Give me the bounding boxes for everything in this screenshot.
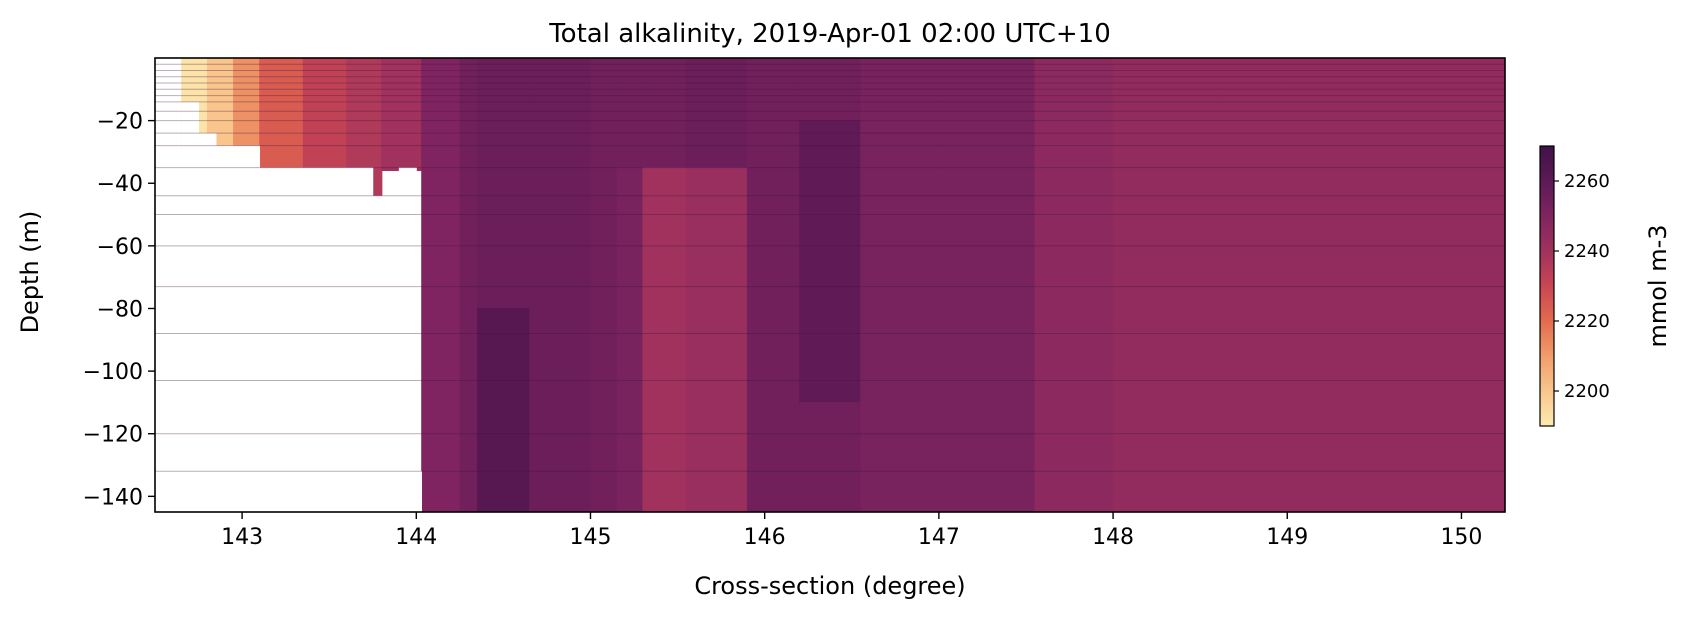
y-tick-label: −60 [97,235,143,260]
seafloor-mask [181,101,200,512]
seafloor-mask [398,167,417,512]
colorbar-ticks: 2200 2220 2240 2260 [1554,171,1610,402]
y-tick-label: −140 [83,485,143,510]
y-tick-label: −80 [97,297,143,322]
colorbar: 2200 2220 2240 2260 mmol m-3 [1539,145,1672,427]
field-cell [642,58,688,168]
plot-frame [154,57,1506,513]
field-cell [590,58,618,512]
y-axis-ticks: −20 −40 −60 −80 −100 −120 −140 [83,110,155,510]
y-tick-label: −120 [83,423,143,448]
field-cell [685,58,749,168]
field-cell [746,58,801,512]
y-tick-label: −20 [97,110,143,135]
x-tick-label: 148 [1092,525,1134,550]
field-cell [302,58,348,172]
field-cell [1286,58,1505,512]
field-cell [938,58,1036,512]
field-cell [459,58,479,512]
field-cell [642,167,688,512]
seafloor-mask [155,58,182,512]
x-tick-label: 144 [395,525,437,550]
chart-title: Total alkalinity, 2019-Apr-01 02:00 UTC+… [548,19,1111,49]
x-tick-label: 150 [1440,525,1482,550]
seafloor-mask [198,133,217,512]
field-cell [233,58,261,153]
depth-level-lines [155,63,1505,512]
x-tick-label: 143 [221,525,263,550]
field-cell [476,308,531,512]
field-cell [685,167,749,512]
field-cell [381,58,423,172]
y-tick-label: −100 [83,360,143,385]
field-cell [799,120,862,403]
x-tick-label: 145 [569,525,611,550]
colorbar-tick-label: 2260 [1564,171,1610,192]
field-cell [1217,58,1289,512]
colorbar-tick-label: 2240 [1564,241,1610,262]
seafloor-mask [346,167,374,512]
field-cell [1034,58,1114,512]
x-tick-label: 149 [1266,525,1308,550]
field-cell [421,58,461,512]
y-axis-label: Depth (m) [16,211,44,334]
alkalinity-field [155,58,1505,512]
seafloor-mask [372,195,400,512]
colorbar-tick-label: 2220 [1564,311,1610,332]
field-cell [799,402,862,512]
field-cell [860,58,940,512]
x-axis-ticks: 143 144 145 146 147 148 149 150 [221,512,1482,550]
colorbar-label: mmol m-3 [1644,224,1672,347]
x-tick-label: 147 [918,525,960,550]
x-axis-label: Cross-section (degree) [694,572,965,600]
field-cell [616,58,644,168]
field-cell [476,58,531,309]
seafloor-mask [311,167,348,512]
colorbar-tick-label: 2200 [1564,381,1610,402]
seafloor-mask [416,471,423,512]
x-tick-label: 146 [744,525,786,550]
colorbar-gradient [1539,145,1555,427]
y-tick-label: −40 [97,172,143,197]
seafloor-mask [215,145,261,512]
seafloor-mask [259,167,313,512]
field-cell [799,58,862,121]
field-cell [616,167,644,512]
field-cell [1112,58,1219,512]
field-cell [259,58,304,172]
field-cell [529,58,592,512]
